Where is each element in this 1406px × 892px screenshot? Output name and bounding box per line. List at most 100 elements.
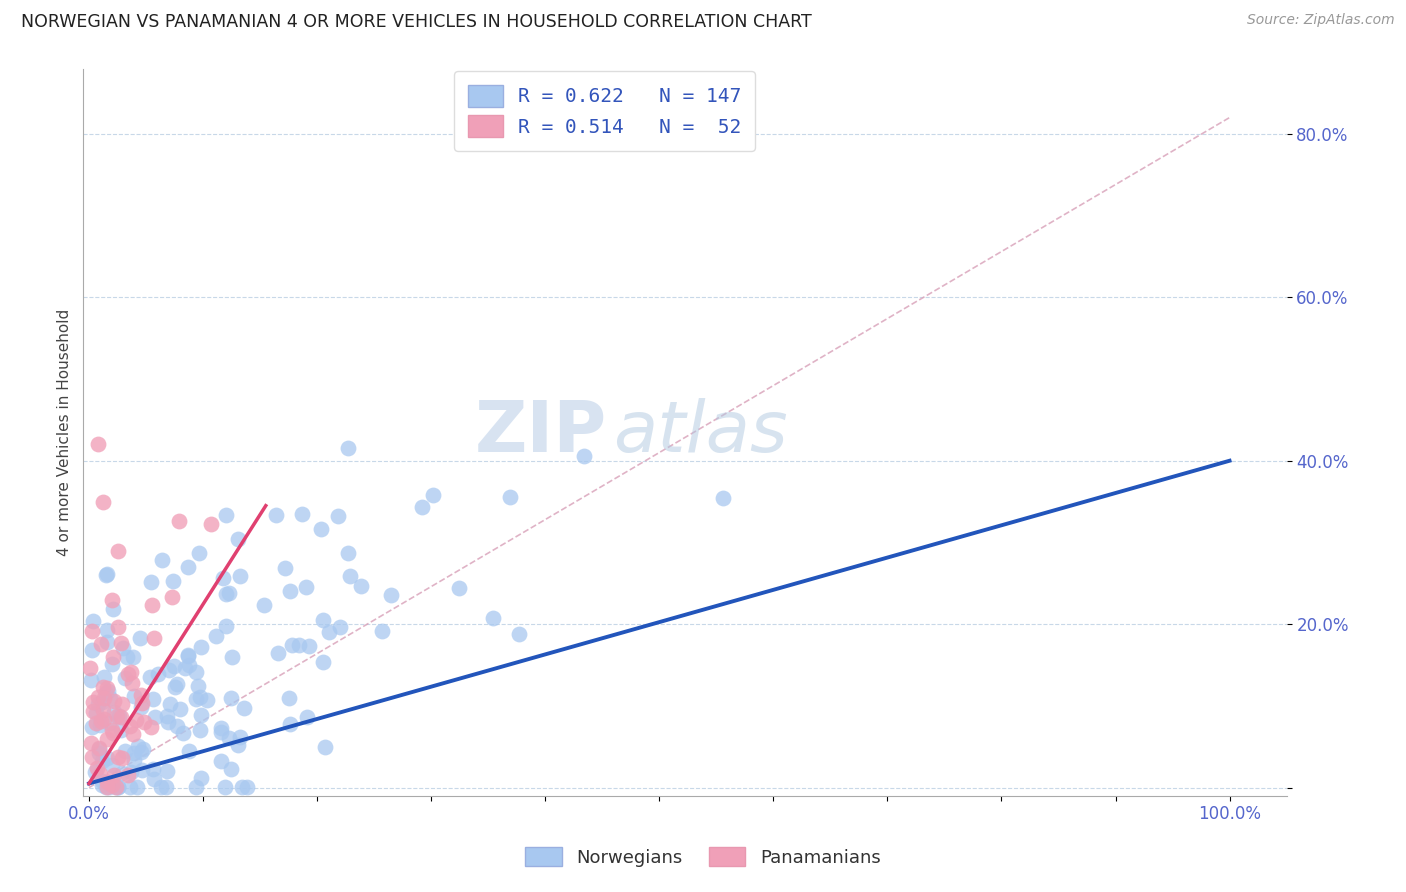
Point	[215, 508, 238, 522]
Point	[177, 648, 200, 663]
Point	[190, 707, 212, 722]
Point	[150, 553, 173, 567]
Text: NORWEGIAN VS PANAMANIAN 4 OR MORE VEHICLES IN HOUSEHOLD CORRELATION CHART: NORWEGIAN VS PANAMANIAN 4 OR MORE VEHICL…	[21, 13, 811, 31]
Point	[146, 666, 169, 681]
Point	[114, 744, 136, 758]
Point	[572, 449, 595, 463]
Text: ZIP: ZIP	[474, 398, 607, 467]
Point	[195, 693, 218, 707]
Point	[159, 697, 181, 711]
Point	[143, 631, 166, 645]
Point	[110, 636, 132, 650]
Point	[96, 623, 118, 637]
Point	[318, 625, 340, 640]
Point	[94, 780, 117, 794]
Point	[118, 719, 141, 733]
Point	[221, 762, 243, 776]
Point	[101, 778, 124, 792]
Point	[96, 774, 118, 789]
Point	[380, 588, 402, 602]
Point	[337, 546, 360, 560]
Point	[82, 695, 104, 709]
Point	[84, 716, 107, 731]
Point	[209, 721, 232, 735]
Point	[212, 571, 235, 585]
Point	[87, 437, 110, 451]
Point	[112, 641, 135, 656]
Point	[160, 590, 183, 604]
Point	[110, 723, 132, 737]
Point	[326, 509, 349, 524]
Point	[221, 650, 243, 665]
Point	[336, 441, 359, 455]
Point	[215, 619, 238, 633]
Point	[117, 650, 139, 665]
Point	[87, 741, 110, 756]
Point	[107, 620, 129, 634]
Point	[122, 727, 145, 741]
Point	[86, 697, 108, 711]
Point	[218, 585, 240, 599]
Point	[339, 569, 361, 583]
Point	[79, 661, 101, 675]
Point	[215, 587, 238, 601]
Point	[107, 543, 129, 558]
Point	[226, 738, 249, 752]
Point	[111, 751, 134, 765]
Point	[103, 705, 125, 719]
Point	[200, 516, 222, 531]
Point	[121, 675, 143, 690]
Point	[101, 758, 124, 772]
Point	[93, 690, 115, 705]
Point	[166, 677, 188, 691]
Point	[229, 569, 252, 583]
Point	[312, 656, 335, 670]
Point	[82, 615, 104, 629]
Point	[163, 680, 186, 694]
Point	[89, 767, 111, 781]
Point	[499, 490, 522, 504]
Point	[98, 691, 121, 706]
Point	[131, 764, 153, 778]
Point	[142, 762, 165, 776]
Point	[124, 713, 146, 727]
Point	[218, 731, 240, 746]
Point	[120, 665, 142, 679]
Point	[228, 730, 250, 744]
Point	[190, 640, 212, 655]
Point	[278, 583, 301, 598]
Point	[80, 720, 103, 734]
Point	[422, 488, 444, 502]
Point	[166, 719, 188, 733]
Point	[214, 780, 236, 794]
Point	[226, 533, 249, 547]
Point	[186, 780, 208, 794]
Point	[103, 768, 125, 782]
Point	[80, 673, 103, 688]
Legend: R = 0.622   N = 147, R = 0.514   N =  52: R = 0.622 N = 147, R = 0.514 N = 52	[454, 71, 755, 151]
Point	[157, 663, 180, 677]
Point	[162, 574, 184, 589]
Point	[129, 745, 152, 759]
Point	[155, 780, 177, 794]
Point	[187, 546, 209, 560]
Point	[89, 718, 111, 732]
Point	[177, 744, 200, 758]
Point	[219, 690, 242, 705]
Point	[156, 715, 179, 730]
Point	[184, 665, 207, 680]
Point	[96, 681, 118, 696]
Point	[103, 694, 125, 708]
Point	[141, 720, 163, 734]
Point	[188, 690, 211, 705]
Point	[127, 739, 149, 754]
Point	[411, 500, 433, 515]
Point	[110, 710, 132, 724]
Point	[107, 780, 129, 794]
Point	[329, 620, 352, 634]
Point	[291, 508, 314, 522]
Point	[508, 627, 530, 641]
Point	[120, 765, 142, 780]
Point	[711, 491, 734, 506]
Point	[114, 672, 136, 686]
